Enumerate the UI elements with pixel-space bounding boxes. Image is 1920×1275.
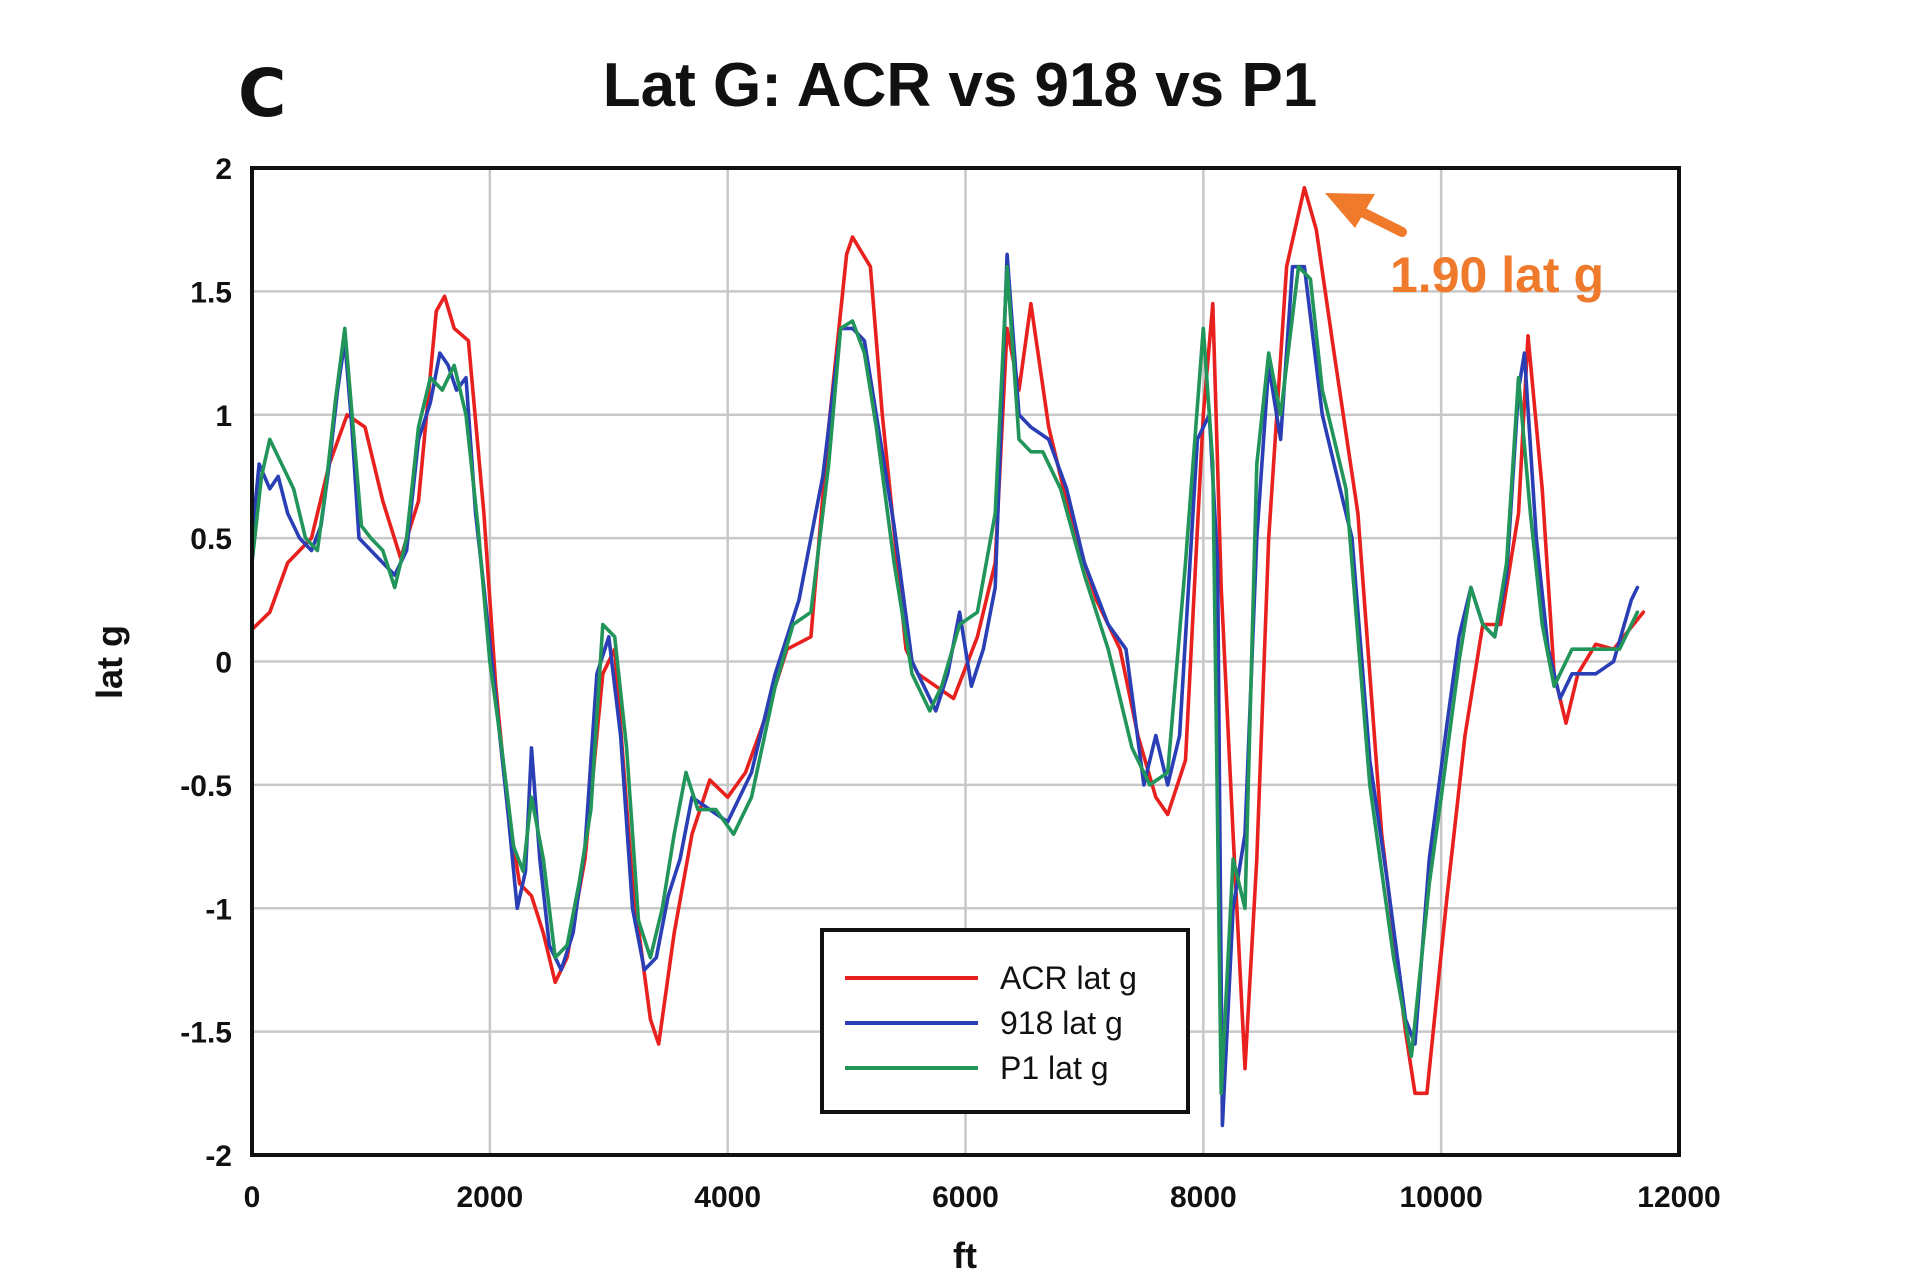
- legend-label-p1: P1 lat g: [1000, 1050, 1109, 1086]
- series-line-acr: [250, 185, 1646, 1096]
- y-tick-label: 1: [215, 400, 232, 433]
- y-tick-label: -1.5: [180, 1017, 232, 1050]
- y-tick-label: -1: [205, 893, 232, 926]
- x-tick-label: 10000: [1399, 1181, 1482, 1214]
- panel-label: C: [238, 55, 286, 132]
- y-axis-label: lat g: [89, 625, 130, 699]
- series-line-p1: [250, 264, 1640, 1096]
- y-tick-label: -2: [205, 1140, 232, 1173]
- series-line-918: [250, 252, 1640, 1128]
- x-tick-label: 0: [244, 1181, 261, 1214]
- x-tick-label: 12000: [1637, 1181, 1720, 1214]
- y-tick-label: 1.5: [190, 276, 232, 309]
- y-tick-label: 2: [215, 153, 232, 186]
- x-tick-label: 2000: [456, 1181, 523, 1214]
- legend: ACR lat g 918 lat g P1 lat g: [820, 928, 1190, 1114]
- annotation-label: 1.90 lat g: [1390, 247, 1604, 303]
- legend-label-918: 918 lat g: [1000, 1005, 1123, 1041]
- x-tick-label: 4000: [694, 1181, 761, 1214]
- y-tick-label: 0: [215, 647, 232, 680]
- chart-title: Lat G: ACR vs 918 vs P1: [603, 51, 1317, 120]
- x-axis-ticks: 0 2000 4000 6000 8000 10000 12000: [244, 1181, 1721, 1214]
- annotation-arrow-head: [1325, 193, 1375, 228]
- series-lines: [250, 185, 1646, 1128]
- plot-frame: [250, 166, 1681, 1157]
- y-tick-label: -0.5: [180, 770, 232, 803]
- x-tick-label: 6000: [932, 1181, 999, 1214]
- y-axis-ticks: 2 1.5 1 0.5 0 -0.5 -1 -1.5 -2: [180, 153, 232, 1173]
- x-axis-label: ft: [953, 1235, 977, 1275]
- y-tick-label: 0.5: [190, 523, 232, 556]
- peak-annotation: 1.90 lat g: [1325, 193, 1604, 303]
- legend-label-acr: ACR lat g: [1000, 960, 1137, 996]
- x-tick-label: 8000: [1170, 1181, 1237, 1214]
